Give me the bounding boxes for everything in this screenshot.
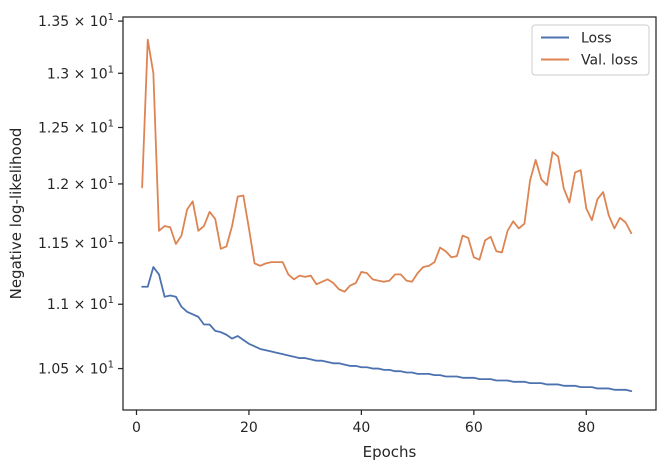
x-axis-label: Epochs — [363, 443, 417, 461]
x-tick-label: 80 — [577, 420, 595, 436]
y-tick-label: 1.35 × 101 — [38, 12, 114, 30]
legend-label-loss: Loss — [581, 31, 612, 47]
y-tick-label: 1.1 × 101 — [47, 295, 114, 313]
x-tick-label: 0 — [132, 420, 141, 436]
y-tick-label: 1.25 × 101 — [38, 118, 114, 136]
x-tick-label: 20 — [240, 420, 258, 436]
y-tick-label: 1.05 × 101 — [38, 360, 114, 378]
series-line-val-loss — [141, 38, 633, 293]
legend-label-val-loss: Val. loss — [581, 53, 638, 69]
series-line-loss — [141, 266, 633, 393]
ticks-layer: 0 20 40 60 80 1.05 × 101 1.1 × 101 1.15 × 101 1.… — [38, 12, 595, 436]
x-tick-label: 40 — [352, 420, 370, 436]
y-tick-label: 1.2 × 101 — [47, 175, 114, 193]
plot-frame — [122, 16, 657, 411]
legend: Loss Val. loss — [531, 24, 650, 76]
y-tick-label: 1.15 × 101 — [38, 234, 114, 252]
y-axis-label: Negative log-likelihood — [7, 128, 25, 300]
y-tick-label: 1.3 × 101 — [47, 64, 114, 82]
series-layer — [141, 38, 633, 393]
x-tick-label: 60 — [465, 420, 483, 436]
